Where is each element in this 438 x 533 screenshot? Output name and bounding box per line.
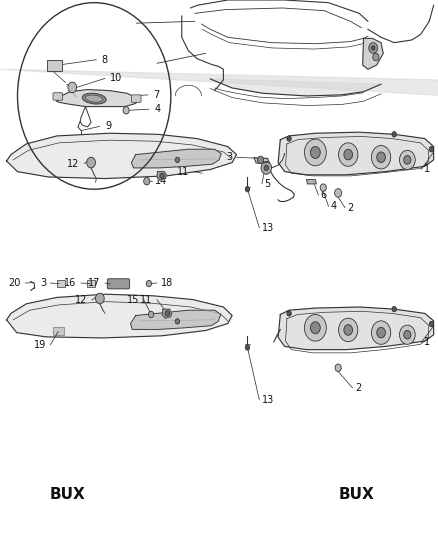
FancyBboxPatch shape xyxy=(47,60,62,71)
Text: 9: 9 xyxy=(105,122,111,131)
Circle shape xyxy=(369,43,378,53)
Text: BUX: BUX xyxy=(50,487,86,502)
Circle shape xyxy=(95,293,104,304)
Polygon shape xyxy=(278,132,434,175)
FancyBboxPatch shape xyxy=(107,279,130,289)
Circle shape xyxy=(287,311,291,316)
Circle shape xyxy=(258,156,264,164)
Circle shape xyxy=(392,306,396,312)
Polygon shape xyxy=(254,158,269,163)
FancyBboxPatch shape xyxy=(57,280,65,287)
Circle shape xyxy=(429,147,434,152)
Circle shape xyxy=(311,322,320,334)
FancyBboxPatch shape xyxy=(87,280,95,287)
Circle shape xyxy=(371,146,391,169)
Circle shape xyxy=(261,161,272,174)
Text: 17: 17 xyxy=(88,278,101,288)
Text: 20: 20 xyxy=(9,278,21,288)
Circle shape xyxy=(404,156,411,164)
Polygon shape xyxy=(0,69,438,277)
Circle shape xyxy=(371,46,375,50)
Text: BUX: BUX xyxy=(339,487,375,502)
Circle shape xyxy=(68,82,77,93)
Text: 5: 5 xyxy=(264,179,270,189)
Text: 4: 4 xyxy=(331,201,337,211)
Circle shape xyxy=(264,165,268,171)
Circle shape xyxy=(175,157,180,163)
FancyBboxPatch shape xyxy=(131,95,141,102)
Circle shape xyxy=(335,364,341,372)
Text: 11: 11 xyxy=(177,167,189,176)
FancyBboxPatch shape xyxy=(53,93,63,100)
Text: 3: 3 xyxy=(226,152,232,162)
Text: 12: 12 xyxy=(67,159,80,168)
Circle shape xyxy=(148,311,154,318)
Text: 13: 13 xyxy=(261,223,274,232)
Circle shape xyxy=(304,139,326,166)
Circle shape xyxy=(392,132,396,137)
Circle shape xyxy=(339,318,358,342)
Text: 8: 8 xyxy=(102,55,108,64)
Circle shape xyxy=(377,327,385,338)
Circle shape xyxy=(404,330,411,339)
Circle shape xyxy=(245,187,250,192)
Circle shape xyxy=(371,321,391,344)
Circle shape xyxy=(335,189,342,197)
Text: 6: 6 xyxy=(321,190,327,200)
Text: 2: 2 xyxy=(355,383,361,393)
Text: 10: 10 xyxy=(110,74,123,83)
Circle shape xyxy=(245,345,250,350)
Circle shape xyxy=(175,319,180,324)
Text: 4: 4 xyxy=(154,104,160,114)
Text: 2: 2 xyxy=(347,203,353,213)
Circle shape xyxy=(146,280,152,287)
Text: 3: 3 xyxy=(40,278,46,288)
Circle shape xyxy=(399,150,415,169)
Text: 11: 11 xyxy=(140,295,152,304)
Polygon shape xyxy=(162,309,172,318)
Circle shape xyxy=(344,149,353,160)
Text: 1: 1 xyxy=(424,165,430,174)
Circle shape xyxy=(399,325,415,344)
Circle shape xyxy=(160,173,164,179)
Circle shape xyxy=(373,53,379,61)
Circle shape xyxy=(320,184,326,191)
Circle shape xyxy=(287,136,291,141)
Text: 14: 14 xyxy=(155,176,167,186)
Ellipse shape xyxy=(82,93,106,104)
Circle shape xyxy=(87,157,95,168)
Polygon shape xyxy=(307,180,316,184)
Text: 7: 7 xyxy=(153,90,159,100)
Circle shape xyxy=(311,147,320,158)
Circle shape xyxy=(123,107,129,114)
Polygon shape xyxy=(57,90,138,107)
Text: 19: 19 xyxy=(34,340,46,350)
Polygon shape xyxy=(7,294,232,338)
Polygon shape xyxy=(131,310,221,329)
Polygon shape xyxy=(7,133,237,179)
Text: 12: 12 xyxy=(75,295,88,305)
Polygon shape xyxy=(278,307,434,350)
Polygon shape xyxy=(157,172,166,180)
Circle shape xyxy=(144,177,150,185)
Text: 16: 16 xyxy=(64,278,77,288)
Circle shape xyxy=(344,325,353,335)
Ellipse shape xyxy=(85,95,103,102)
FancyBboxPatch shape xyxy=(53,327,64,335)
Circle shape xyxy=(304,314,326,341)
Text: 13: 13 xyxy=(261,395,274,405)
Circle shape xyxy=(165,311,170,316)
Circle shape xyxy=(377,152,385,163)
Polygon shape xyxy=(210,79,381,96)
Polygon shape xyxy=(363,38,383,69)
Circle shape xyxy=(339,143,358,166)
Polygon shape xyxy=(131,149,221,168)
Circle shape xyxy=(429,321,434,327)
Text: 18: 18 xyxy=(161,278,173,288)
Text: 1: 1 xyxy=(424,337,430,347)
Text: 15: 15 xyxy=(127,295,139,304)
